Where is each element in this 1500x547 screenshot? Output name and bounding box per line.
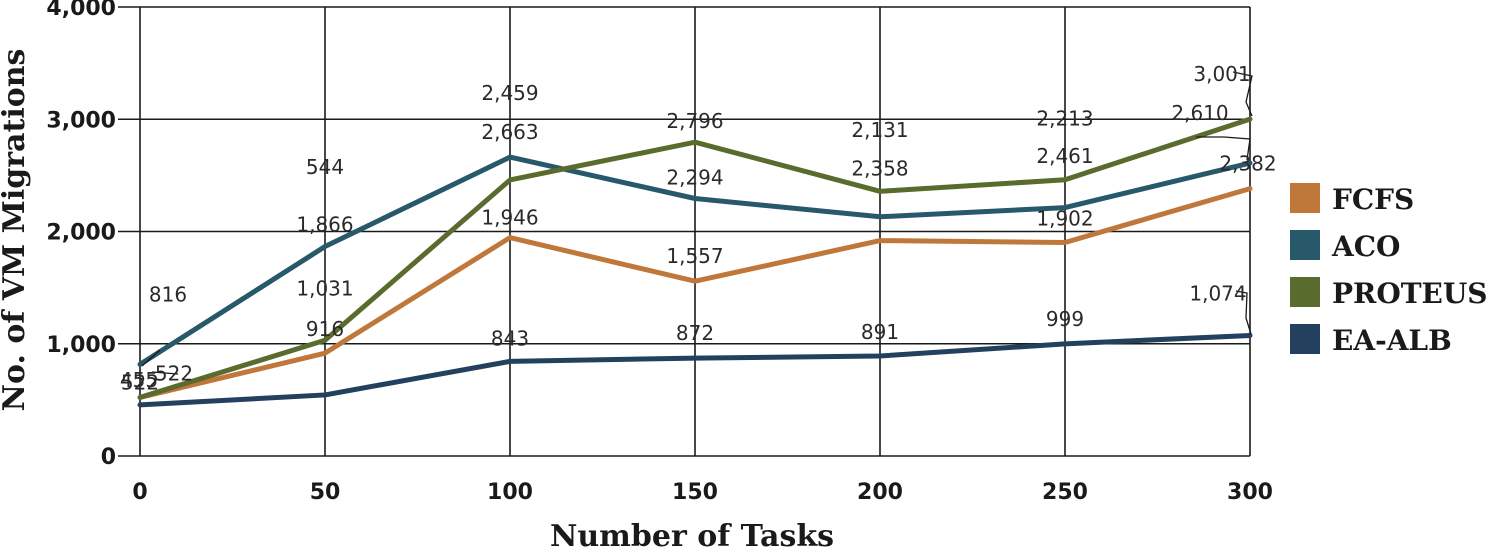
data-label: 1,031 xyxy=(296,276,353,300)
series-lines xyxy=(137,116,1253,408)
data-label: 2,294 xyxy=(666,165,723,189)
legend-label-ea-alb: EA-ALB xyxy=(1332,324,1452,357)
data-label: 916 xyxy=(306,317,344,341)
label-leader-line xyxy=(151,371,179,375)
x-axis-title: Number of Tasks xyxy=(550,519,834,547)
series-line-proteus xyxy=(137,116,1253,400)
legend-label-fcfs: FCFS xyxy=(1332,183,1414,216)
data-label: 1,946 xyxy=(481,206,538,230)
data-label: 843 xyxy=(491,326,529,350)
series-line-ea-alb xyxy=(137,332,1253,408)
label-leader-lines xyxy=(141,71,1253,375)
legend-swatch-ea-alb xyxy=(1290,324,1320,354)
x-tick-label: 150 xyxy=(672,480,718,505)
x-tick-label: 100 xyxy=(487,480,533,505)
data-label: 455 xyxy=(120,368,158,392)
data-label: 891 xyxy=(861,320,899,344)
data-label: 1,074 xyxy=(1189,281,1246,305)
x-tick-label: 300 xyxy=(1227,480,1273,505)
data-label: 2,131 xyxy=(851,118,908,142)
series-line-aco xyxy=(137,154,1253,367)
y-tick-label: 4,000 xyxy=(46,0,116,21)
data-label: 522 xyxy=(121,370,159,394)
data-labels: 5229161,9461,5571,9191,9022,3828161,8662… xyxy=(120,62,1277,394)
data-label: 1,557 xyxy=(666,244,723,268)
legend-label-proteus: PROTEUS xyxy=(1332,277,1488,310)
label-leader-line xyxy=(141,349,161,367)
data-label: 522 xyxy=(155,361,193,385)
x-tick-label: 0 xyxy=(132,480,147,505)
data-label: 2,610 xyxy=(1171,101,1228,125)
y-tick-label: 2,000 xyxy=(46,221,116,246)
data-label: 2,213 xyxy=(1036,107,1093,131)
data-label: 2,459 xyxy=(481,81,538,105)
tick-labels: 0 1,000 2,000 3,000 4,000 0 50 100 150 200 250 300 xyxy=(46,0,1273,505)
legend-swatch-aco xyxy=(1290,230,1320,260)
data-label: 2,796 xyxy=(666,109,723,133)
data-label: 1,866 xyxy=(296,213,353,237)
series-line-fcfs xyxy=(137,186,1253,400)
x-tick-label: 200 xyxy=(857,480,903,505)
y-axis-title: No. of VM Migrations xyxy=(0,49,32,412)
data-label: 1,902 xyxy=(1036,207,1093,231)
x-tick-label: 250 xyxy=(1042,480,1088,505)
y-tick-label: 3,000 xyxy=(46,108,116,133)
legend-label-aco: ACO xyxy=(1331,230,1400,263)
label-leader-line xyxy=(1232,71,1253,117)
label-leader-line xyxy=(1196,136,1251,161)
data-label: 2,382 xyxy=(1219,152,1276,176)
grid-lines xyxy=(118,6,1251,457)
data-label: 999 xyxy=(1046,307,1084,331)
legend-swatch-fcfs xyxy=(1290,183,1320,213)
data-label: 2,358 xyxy=(851,156,908,180)
data-label: 816 xyxy=(149,282,187,306)
legend: FCFS ACO PROTEUS EA-ALB xyxy=(1290,183,1488,357)
label-leader-line xyxy=(1235,290,1252,335)
y-tick-label: 1,000 xyxy=(46,333,116,358)
data-label: 872 xyxy=(676,321,714,345)
data-label: 2,663 xyxy=(481,120,538,144)
legend-swatch-proteus xyxy=(1290,277,1320,307)
x-tick-label: 50 xyxy=(310,480,341,505)
y-tick-label: 0 xyxy=(101,445,116,470)
data-label: 3,001 xyxy=(1193,62,1250,86)
data-label: 2,461 xyxy=(1036,144,1093,168)
data-label: 544 xyxy=(306,155,344,179)
